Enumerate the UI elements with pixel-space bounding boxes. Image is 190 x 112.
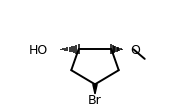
Text: O: O xyxy=(130,43,140,56)
Polygon shape xyxy=(93,85,97,94)
Text: HO: HO xyxy=(29,43,48,56)
Text: Br: Br xyxy=(88,93,102,106)
